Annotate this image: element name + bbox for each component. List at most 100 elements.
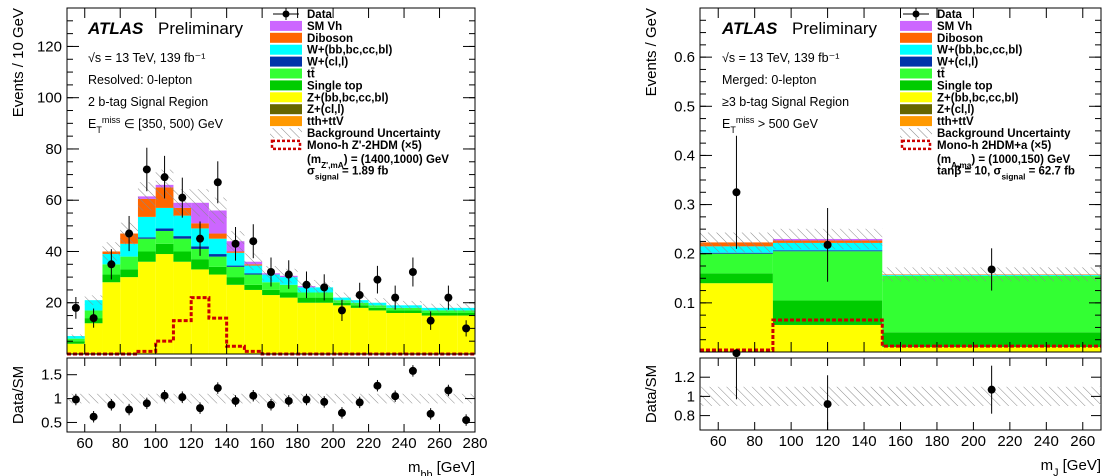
legend-marker-5 [900, 69, 932, 79]
info-line-3: ETmiss ∈ [350, 500) GeV [88, 115, 224, 135]
legend-entry-4: W+(cl,l) [307, 57, 348, 69]
ytick-label-5: 0.6 [674, 49, 695, 66]
ratio-point-18 [391, 392, 399, 400]
xtick-label-3: 120 [179, 435, 204, 452]
legend-marker-7 [270, 92, 302, 102]
ratio-ytick-label-1: 1 [687, 388, 695, 405]
bar-4-5 [156, 208, 174, 229]
data-point-5 [161, 173, 169, 181]
x-axis-label: mbb [GeV] [408, 459, 475, 476]
legend-entry-7: Z+(bb,bc,cc,bl) [937, 92, 1019, 104]
atlas-label: ATLAS [721, 19, 778, 38]
ratio-point-15 [338, 409, 346, 417]
bar-0-21 [440, 316, 458, 354]
bar-0-14 [315, 303, 333, 354]
data-point-4 [143, 165, 151, 173]
ytick-label-1: 0.2 [674, 246, 695, 263]
bar-3-5 [156, 228, 174, 231]
bar-3-10 [244, 273, 262, 274]
ytick-label-3: 80 [45, 141, 62, 158]
bar-1-17 [369, 308, 387, 311]
data-point-2 [988, 265, 996, 273]
legend-marker-4 [900, 57, 932, 67]
bar-3-6 [173, 236, 191, 239]
bar-1-11 [262, 290, 280, 295]
bar-1-10 [244, 285, 262, 290]
legend-entry-4: W+(cl,l) [937, 57, 978, 69]
ratio-point-1 [824, 400, 832, 408]
ratio-point-14 [320, 398, 328, 406]
bar-0-11 [262, 295, 280, 354]
ratio-point-19 [409, 367, 417, 375]
bar-3-4 [138, 237, 156, 238]
data-point-7 [196, 235, 204, 243]
data-point-1 [824, 241, 832, 249]
xtick-label-10: 260 [427, 435, 452, 452]
info-line-2: 2 b-tag Signal Region [88, 95, 208, 109]
ytick-label-0: 0.1 [674, 295, 695, 312]
ratio-point-0 [732, 349, 740, 357]
bar-0-13 [298, 303, 316, 354]
legend-entry-0: Data [307, 9, 333, 21]
bar-5-8 [209, 234, 227, 239]
legend-marker-uncertainty [270, 128, 302, 138]
xtick-label-9: 240 [392, 435, 417, 452]
bar-2-4 [138, 239, 156, 252]
bar-1-12 [280, 292, 298, 297]
xtick-label-4: 140 [214, 435, 239, 452]
data-point-22 [462, 324, 470, 332]
info-line-1: Merged: 0-lepton [722, 73, 817, 87]
ratio-ytick-label-0: 0.8 [674, 408, 695, 425]
bar-1-0 [700, 273, 773, 283]
bar-2-6 [173, 239, 191, 252]
bar-0-1 [85, 323, 103, 354]
bar-1-5 [156, 244, 174, 254]
bar-1-4 [138, 251, 156, 261]
xtick-label-5: 160 [250, 435, 275, 452]
bar-3-8 [209, 254, 227, 257]
ratio-ytick-label-1: 1 [54, 391, 62, 408]
bar-2-5 [156, 231, 174, 244]
xtick-label-11: 280 [462, 435, 487, 452]
ratio-point-17 [373, 382, 381, 390]
uncertainty-band-22 [457, 304, 475, 312]
bar-0-2 [882, 347, 1101, 352]
ratio-point-1 [90, 413, 98, 421]
bar-2-3 [120, 257, 138, 270]
data-point-0 [732, 188, 740, 196]
bar-1-8 [209, 267, 227, 275]
ytick-label-5: 120 [37, 38, 62, 55]
legend-marker-1 [270, 21, 302, 31]
data-point-3 [125, 230, 133, 238]
bar-1-13 [298, 298, 316, 303]
legend-marker-2 [900, 33, 932, 43]
data-point-0 [72, 304, 80, 312]
data-point-9 [232, 240, 240, 248]
ratio-point-2 [107, 401, 115, 409]
legend-marker-1 [900, 21, 932, 31]
xtick-label-7: 200 [961, 433, 986, 450]
data-point-13 [302, 281, 310, 289]
xtick-label-4: 140 [852, 433, 877, 450]
bar-1-7 [191, 259, 209, 269]
ratio-point-5 [161, 392, 169, 400]
legend-entry-5: tt̄ [307, 68, 315, 80]
xtick-label-3: 120 [815, 433, 840, 450]
xtick-label-2: 100 [143, 435, 168, 452]
legend-entry-8: Z+(cl,l) [937, 104, 975, 116]
legend-entry-3: W+(bb,bc,cc,bl) [307, 45, 392, 57]
legend-entry-6: Single top [937, 80, 993, 92]
ratio-point-4 [143, 399, 151, 407]
atlas-label: ATLAS [87, 19, 144, 38]
legend-entry-11: Mono-h Z'-2HDM (×5) [307, 140, 422, 152]
ytick-label-4: 0.5 [674, 98, 695, 115]
uncertainty-band-17 [369, 298, 387, 307]
ratio-point-0 [72, 396, 80, 404]
legend-entry-10: Background Uncertainty [307, 128, 441, 140]
bar-0-19 [404, 313, 422, 354]
data-point-18 [391, 294, 399, 302]
ratio-point-2 [988, 386, 996, 394]
data-point-8 [214, 178, 222, 186]
legend-marker-7 [900, 92, 932, 102]
